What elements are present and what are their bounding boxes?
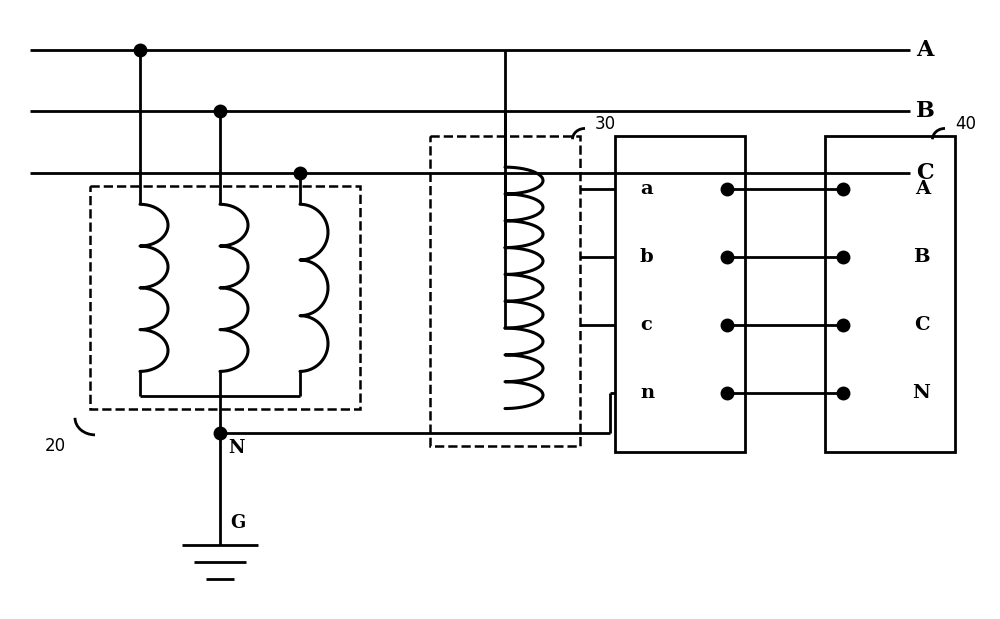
Text: G: G	[230, 514, 245, 532]
Text: c: c	[640, 316, 652, 334]
Text: 40: 40	[955, 115, 976, 133]
Text: A: A	[916, 38, 933, 61]
Text: 30: 30	[595, 115, 616, 133]
Text: A: A	[915, 180, 930, 198]
Text: C: C	[916, 162, 934, 184]
Text: b: b	[640, 248, 654, 266]
Text: 20: 20	[44, 436, 66, 455]
Text: n: n	[640, 384, 654, 402]
Text: B: B	[916, 100, 935, 123]
Text: N: N	[228, 439, 244, 457]
Text: a: a	[640, 180, 653, 198]
Text: N: N	[912, 384, 930, 402]
Text: B: B	[913, 248, 930, 266]
Text: C: C	[914, 316, 930, 334]
